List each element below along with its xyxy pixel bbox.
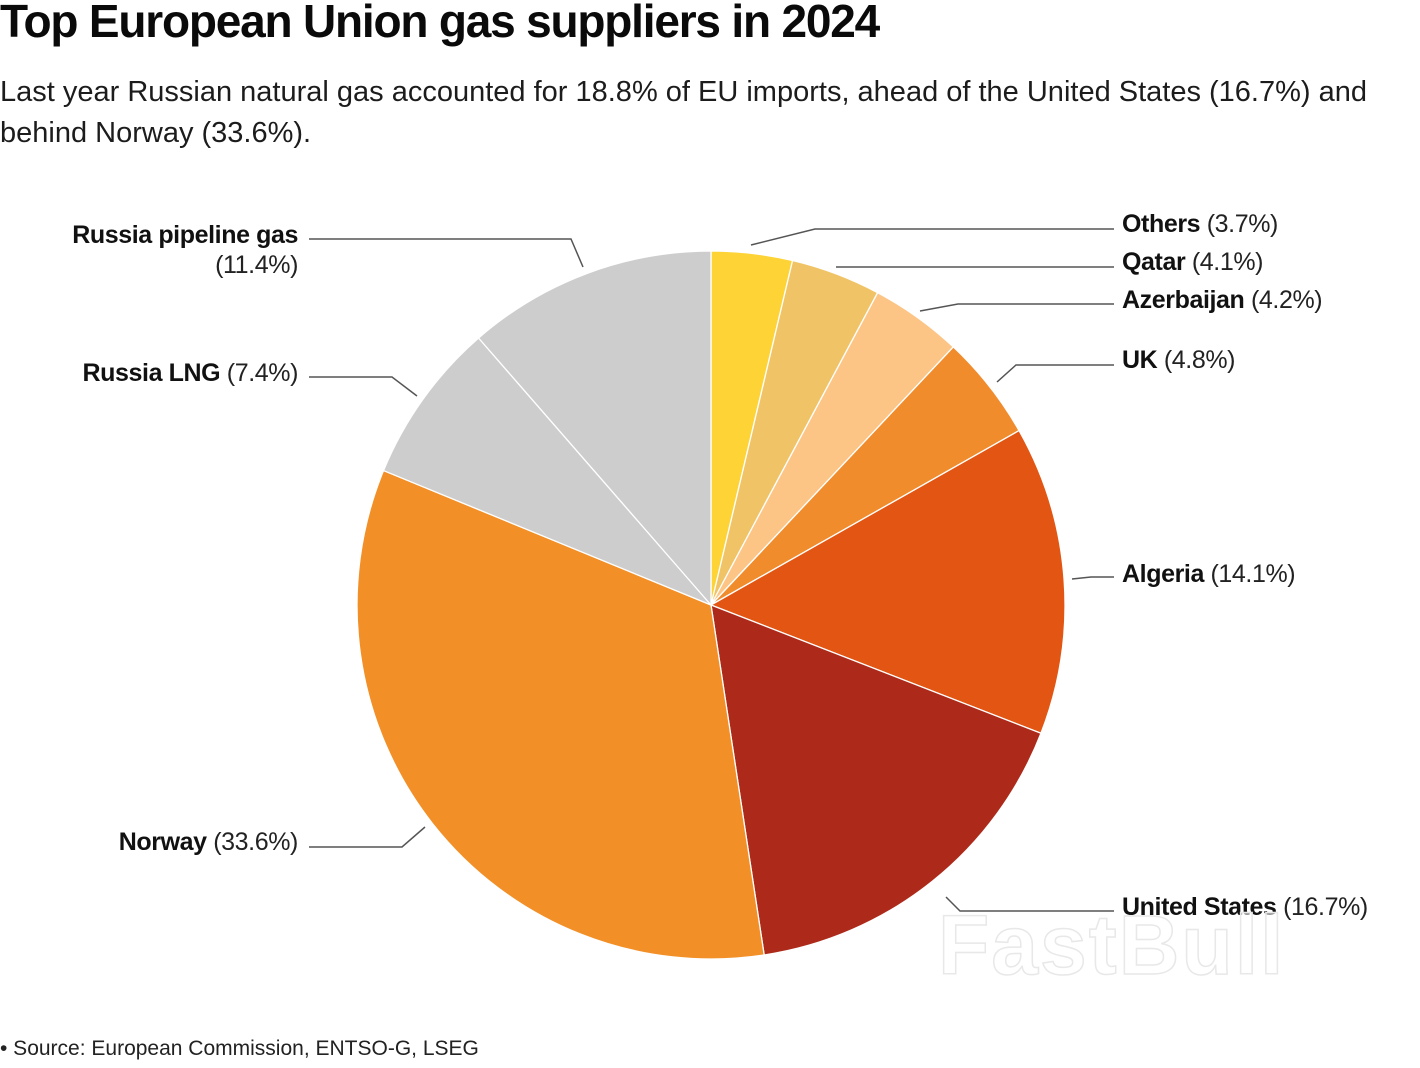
leader-line-uk [996,364,1114,383]
slice-labels: Others (3.7%) Qatar (4.1%) Azerbaijan (4.2… [72,210,1368,921]
slice-label-russia-pipeline-gas: Russia pipeline gas (11.4%) [72,221,298,279]
slice-label-qatar: Qatar (4.1%) [1122,248,1263,276]
leader-line-russia-lng [309,376,418,397]
chart-subtitle: Last year Russian natural gas accounted … [0,76,1368,149]
slice-label-percent: (4.8%) [1164,346,1235,374]
slice-label-others: Others (3.7%) [1122,210,1278,238]
leader-line-norway [309,826,426,848]
leader-line-others [750,228,1114,246]
slice-label-norway: Norway (33.6%) [119,828,298,856]
slice-label-percent: (16.7%) [1283,893,1368,921]
leader-line-united-states [945,896,1114,912]
slice-label-name: Russia LNG [83,359,227,387]
slice-label-percent: (7.4%) [227,359,298,387]
slice-label-name: Azerbaijan [1122,286,1251,314]
slice-label-name: Algeria [1122,560,1211,588]
slice-label-percent: (33.6%) [213,828,298,856]
slice-label-percent: (14.1%) [1211,560,1296,588]
slice-label-name: Others [1122,210,1207,238]
slice-label-percent: (11.4%) [215,251,298,279]
slice-label-name: Russia pipeline gas [72,221,298,249]
slice-label-uk: UK (4.8%) [1122,346,1235,374]
leader-line-azerbaijan [919,303,1114,312]
slice-label-name: Qatar [1122,248,1192,276]
leader-line-russia-pipeline-gas [309,238,584,268]
slice-label-russia-lng: Russia LNG (7.4%) [83,359,298,387]
slice-label-percent: (3.7%) [1207,210,1278,238]
slice-label-name: UK [1122,346,1164,374]
leader-line-algeria [1071,576,1114,580]
slice-label-percent: (4.1%) [1192,248,1263,276]
slice-label-name: Norway [119,828,213,856]
source-note: • Source: European Commission, ENTSO-G, … [0,1037,479,1060]
chart-title: Top European Union gas suppliers in 2024 [0,0,880,47]
slice-label-united-states: United States (16.7%) [1122,893,1368,921]
slice-label-name: United States [1122,893,1283,921]
pie-slice-algeria [710,429,1066,734]
slice-label-algeria: Algeria (14.1%) [1122,560,1295,588]
pie-slice-norway [356,469,765,960]
slice-label-azerbaijan: Azerbaijan (4.2%) [1122,286,1322,314]
pie-slice-russia-lng [382,337,712,606]
leader-lines [309,228,1114,912]
fastbull-watermark: FastBull [938,898,1285,992]
pie-slice-russia-pipeline-gas [477,250,712,606]
slice-label-percent: (4.2%) [1251,286,1322,314]
pie-slices [356,250,1066,960]
pie-slice-united-states [710,604,1042,956]
